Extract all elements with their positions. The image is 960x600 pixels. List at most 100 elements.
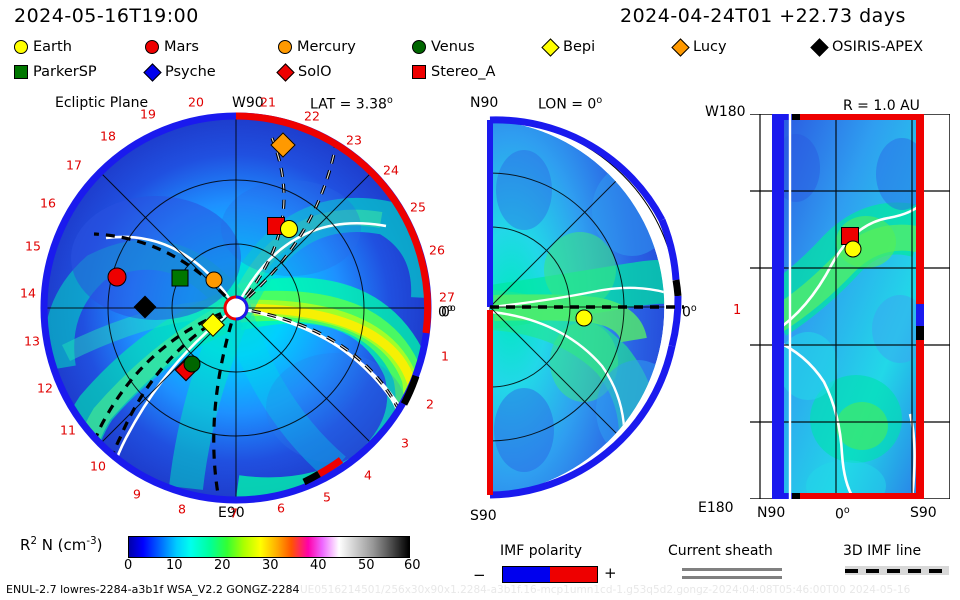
ecliptic-plane-plot[interactable] <box>36 108 436 508</box>
ecliptic-day-label: 18 <box>100 128 116 144</box>
marker-mercury[interactable] <box>205 271 223 289</box>
legend-item-venus: Venus <box>412 39 475 55</box>
meridional-plane-plot[interactable] <box>462 110 692 505</box>
colorbar-tick: 0 <box>124 558 133 573</box>
earth-icon <box>14 40 28 54</box>
legend-label-venus: Venus <box>431 39 475 55</box>
mercury-icon <box>278 40 292 54</box>
psyche-icon <box>143 62 162 82</box>
venus-icon <box>412 40 426 54</box>
imf-polarity-title: IMF polarity <box>500 543 583 559</box>
ecliptic-panel-title: Ecliptic Plane <box>55 95 149 111</box>
current-sheath-line <box>682 568 782 571</box>
ecliptic-day-label: 23 <box>346 132 362 148</box>
ecliptic-day-label: 13 <box>24 333 40 349</box>
marker-earth-meridional[interactable] <box>575 309 593 327</box>
colorbar-tick: 10 <box>166 558 183 573</box>
ecliptic-day-label: 7 <box>230 505 238 521</box>
radial-x-tick-n90: N90 <box>757 505 786 521</box>
radial-1au-plot[interactable] <box>750 114 950 499</box>
colorbar-tick: 20 <box>214 558 231 573</box>
ecliptic-day-label: 5 <box>323 489 331 505</box>
ecliptic-day-label: 15 <box>25 238 41 254</box>
ecliptic-day-label: 2 <box>426 396 434 412</box>
imf-polarity-bar <box>502 566 598 583</box>
legend-item-parkersp: ParkerSP <box>14 64 97 80</box>
radial-x-tick-zero: 0o <box>835 505 850 523</box>
legend-item-psyche: Psyche <box>143 62 216 82</box>
marker-parkersp[interactable] <box>171 269 189 287</box>
ecliptic-day-label: 3 <box>401 435 409 451</box>
marker-mars[interactable] <box>107 267 127 287</box>
ecliptic-lat-label: LAT = 3.38o <box>310 95 393 113</box>
footer-watermark: UE0516214501/256x30x90x1.2284-a3b1f.16-m… <box>300 584 911 596</box>
ecliptic-day-label: 26 <box>429 242 445 258</box>
radial-radius-label: R = 1.0 AU <box>843 98 920 114</box>
ecliptic-day-label: 25 <box>410 199 426 215</box>
mars-icon <box>145 40 159 54</box>
colorbar-label: R2 N (cm-3) <box>20 536 103 554</box>
colorbar-tick: 40 <box>310 558 327 573</box>
legend-label-earth: Earth <box>33 39 72 55</box>
legend-item-bepi: Bepi <box>541 37 596 57</box>
colorbar-tick: 50 <box>358 558 375 573</box>
footer-run-id: ENUL-2.7 lowres-2284-a3b1f WSA_V2.2 GONG… <box>6 583 300 596</box>
imf-line-dashed <box>845 569 949 573</box>
legend-item-osiris-apex: OSIRIS-APEX <box>810 37 924 57</box>
meridional-left-axis-label: 0o <box>441 303 456 321</box>
ecliptic-day-label: 11 <box>60 422 76 438</box>
imf-polarity-positive <box>550 567 597 582</box>
marker-earth-radial[interactable] <box>844 240 862 258</box>
ecliptic-right-label: 0o <box>438 303 453 321</box>
ecliptic-day-label: 22 <box>304 108 320 124</box>
title-datetime-left: 2024-05-16T19:00 <box>14 5 199 27</box>
ecliptic-day-label: 24 <box>383 162 399 178</box>
legend-item-solo: SolO <box>276 62 332 82</box>
legend-item-mercury: Mercury <box>278 39 356 55</box>
legend-label-bepi: Bepi <box>563 39 596 55</box>
colorbar-gradient <box>128 536 410 558</box>
imf-polarity-plus: + <box>604 564 617 582</box>
ecliptic-day-label: 6 <box>277 500 285 516</box>
legend-label-lucy: Lucy <box>693 39 727 55</box>
parkersp-icon <box>14 65 28 79</box>
current-sheath-line <box>682 576 782 579</box>
radial-bottom-left-label: E180 <box>698 500 734 516</box>
ecliptic-day-label: 21 <box>260 94 276 110</box>
colorbar-tick: 60 <box>404 558 421 573</box>
legend-item-lucy: Lucy <box>671 37 727 57</box>
ecliptic-day-label: 8 <box>178 501 186 517</box>
ecliptic-day-label: 4 <box>364 467 372 483</box>
bepi-icon <box>541 37 560 57</box>
ecliptic-day-label: 1 <box>441 348 449 364</box>
ecliptic-day-label: 16 <box>40 195 56 211</box>
osiris-apex-icon <box>810 37 829 57</box>
meridional-right-axis-label: 0o <box>682 303 697 321</box>
meridional-top-label: N90 <box>470 95 499 111</box>
ecliptic-day-label: 14 <box>20 285 36 301</box>
radial-x-tick-s90: S90 <box>910 505 937 521</box>
meridional-bottom-label: S90 <box>470 508 497 524</box>
ecliptic-day-label: 12 <box>37 380 53 396</box>
legend-label-osiris-apex: OSIRIS-APEX <box>832 39 924 55</box>
meridional-lon-label: LON = 0o <box>538 95 603 113</box>
ecliptic-bottom-label: E90 <box>218 505 245 521</box>
title-datetime-right: 2024-04-24T01 +22.73 days <box>620 5 906 27</box>
ecliptic-day-label: 20 <box>188 94 204 110</box>
marker-venus[interactable] <box>183 355 201 373</box>
legend-label-psyche: Psyche <box>165 64 216 80</box>
legend-label-solo: SolO <box>298 64 332 80</box>
stereo-a-icon <box>412 65 426 79</box>
imf-polarity-minus: − <box>473 566 486 584</box>
ecliptic-day-label: 27 <box>439 289 455 305</box>
legend-label-mars: Mars <box>164 39 199 55</box>
ecliptic-day-label: 19 <box>140 106 156 122</box>
marker-earth[interactable] <box>280 220 298 238</box>
legend-label-mercury: Mercury <box>297 39 356 55</box>
radial-top-left-label: W180 <box>705 104 746 120</box>
radial-y-tick: 1 <box>733 303 742 318</box>
current-sheath-title: Current sheath <box>668 543 773 559</box>
colorbar-tick: 30 <box>262 558 279 573</box>
legend-item-stereo-a: Stereo_A <box>412 64 495 80</box>
ecliptic-day-label: 17 <box>66 157 82 173</box>
